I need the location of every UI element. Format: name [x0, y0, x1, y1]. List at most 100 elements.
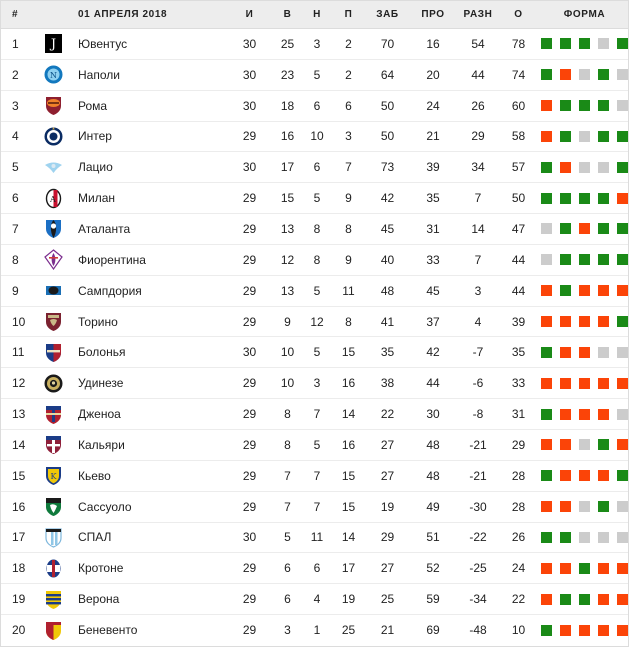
form-result-loss[interactable]	[579, 377, 590, 389]
form-result-loss[interactable]	[598, 593, 609, 605]
form-result-loss[interactable]	[598, 408, 609, 420]
table-row[interactable]: 8 Фиорентина 29 12 8 9 40 33 7 44	[1, 244, 628, 276]
form-result-loss[interactable]	[598, 377, 609, 389]
header-played[interactable]: И	[245, 9, 254, 20]
form-result-win[interactable]	[541, 69, 552, 81]
header-goals-for[interactable]: ЗАБ	[376, 9, 399, 20]
team-name[interactable]: Беневенто	[78, 623, 138, 638]
team-name[interactable]: Торино	[78, 314, 118, 329]
table-row[interactable]: 15 K Кьево 29 7 7 15 27 48 -21 28	[1, 460, 628, 492]
form-result-loss[interactable]	[579, 624, 590, 636]
form-result-loss[interactable]	[541, 562, 552, 574]
form-result-loss[interactable]	[617, 285, 628, 297]
team-name[interactable]: СПАЛ	[78, 530, 112, 545]
form-result-win[interactable]	[579, 593, 590, 605]
form-result-win[interactable]	[598, 223, 609, 235]
form-result-loss[interactable]	[617, 624, 628, 636]
form-result-draw[interactable]	[598, 38, 609, 50]
team-name[interactable]: Верона	[78, 592, 120, 607]
form-result-loss[interactable]	[579, 346, 590, 358]
form-result-draw[interactable]	[579, 531, 590, 543]
form-result-draw[interactable]	[617, 501, 628, 513]
header-points[interactable]: О	[514, 9, 523, 20]
team-name[interactable]: Кротоне	[78, 561, 124, 576]
form-result-win[interactable]	[617, 254, 628, 266]
form-result-draw[interactable]	[579, 439, 590, 451]
form-result-draw[interactable]	[541, 254, 552, 266]
form-result-win[interactable]	[617, 470, 628, 482]
team-name[interactable]: Милан	[78, 191, 116, 206]
header-rank[interactable]: #	[12, 9, 19, 20]
form-result-loss[interactable]	[598, 316, 609, 328]
form-result-loss[interactable]	[579, 285, 590, 297]
form-result-win[interactable]	[560, 223, 571, 235]
header-lost[interactable]: П	[344, 9, 353, 20]
form-result-loss[interactable]	[560, 346, 571, 358]
form-result-win[interactable]	[560, 130, 571, 142]
form-result-draw[interactable]	[598, 531, 609, 543]
team-name[interactable]: Кальяри	[78, 437, 125, 452]
table-row[interactable]: 6 A Милан 29 15 5 9 42 35 7 50	[1, 183, 628, 215]
team-name[interactable]: Лацио	[78, 160, 113, 175]
table-row[interactable]: 11 Болонья 30 10 5 15 35 42 -7 35	[1, 337, 628, 369]
table-row[interactable]: 20 Беневенто 29 3 1 25 21 69 -48 10	[1, 615, 628, 646]
table-row[interactable]: 5 Лацио 30 17 6 7 73 39 34 57	[1, 152, 628, 184]
form-result-win[interactable]	[598, 439, 609, 451]
table-row[interactable]: 4 Интер 29 16 10 3 50 21 29 58	[1, 121, 628, 153]
form-result-loss[interactable]	[560, 624, 571, 636]
form-result-win[interactable]	[598, 254, 609, 266]
header-goals-against[interactable]: ПРО	[421, 9, 445, 20]
form-result-win[interactable]	[560, 100, 571, 112]
form-result-draw[interactable]	[579, 161, 590, 173]
form-result-loss[interactable]	[541, 501, 552, 513]
form-result-loss[interactable]	[598, 470, 609, 482]
form-result-win[interactable]	[541, 408, 552, 420]
form-result-win[interactable]	[579, 562, 590, 574]
team-name[interactable]: Дженоа	[78, 407, 121, 422]
form-result-win[interactable]	[560, 531, 571, 543]
form-result-loss[interactable]	[560, 501, 571, 513]
team-name[interactable]: Интер	[78, 129, 112, 144]
form-result-win[interactable]	[617, 38, 628, 50]
team-name[interactable]: Сассуоло	[78, 499, 132, 514]
team-name[interactable]: Рома	[78, 98, 108, 113]
form-result-win[interactable]	[579, 192, 590, 204]
form-result-loss[interactable]	[560, 316, 571, 328]
table-row[interactable]: 9 Сампдория 29 13 5 11 48 45 3 44	[1, 275, 628, 307]
form-result-loss[interactable]	[541, 593, 552, 605]
form-result-win[interactable]	[541, 38, 552, 50]
form-result-loss[interactable]	[541, 130, 552, 142]
form-result-win[interactable]	[579, 100, 590, 112]
form-result-win[interactable]	[598, 69, 609, 81]
form-result-loss[interactable]	[560, 408, 571, 420]
form-result-loss[interactable]	[541, 439, 552, 451]
form-result-draw[interactable]	[598, 346, 609, 358]
table-row[interactable]: 10 Торино 29 9 12 8 41 37 4 39	[1, 306, 628, 338]
form-result-win[interactable]	[560, 593, 571, 605]
form-result-win[interactable]	[617, 223, 628, 235]
form-result-loss[interactable]	[541, 377, 552, 389]
form-result-draw[interactable]	[617, 346, 628, 358]
form-result-win[interactable]	[598, 100, 609, 112]
form-result-win[interactable]	[541, 470, 552, 482]
header-drawn[interactable]: Н	[313, 9, 321, 20]
form-result-loss[interactable]	[598, 562, 609, 574]
form-result-win[interactable]	[541, 192, 552, 204]
form-result-win[interactable]	[560, 254, 571, 266]
form-result-win[interactable]	[541, 624, 552, 636]
form-result-win[interactable]	[560, 285, 571, 297]
form-result-draw[interactable]	[617, 408, 628, 420]
form-result-loss[interactable]	[579, 316, 590, 328]
form-result-loss[interactable]	[617, 377, 628, 389]
table-row[interactable]: 19 Верона 29 6 4 19 25 59 -34 22	[1, 584, 628, 616]
header-goal-diff[interactable]: РАЗН	[463, 9, 493, 20]
table-row[interactable]: 7 Аталанта 29 13 8 8 45 31 14 47	[1, 214, 628, 245]
table-row[interactable]: 18 Кротоне 29 6 6 17 27 52 -25 24	[1, 553, 628, 585]
team-name[interactable]: Ювентус	[78, 36, 128, 51]
table-row[interactable]: 14 Кальяри 29 8 5 16 27 48 -21 29	[1, 429, 628, 461]
form-result-win[interactable]	[617, 130, 628, 142]
form-result-win[interactable]	[579, 38, 590, 50]
team-name[interactable]: Кьево	[78, 468, 111, 483]
form-result-draw[interactable]	[617, 69, 628, 81]
form-result-win[interactable]	[579, 254, 590, 266]
